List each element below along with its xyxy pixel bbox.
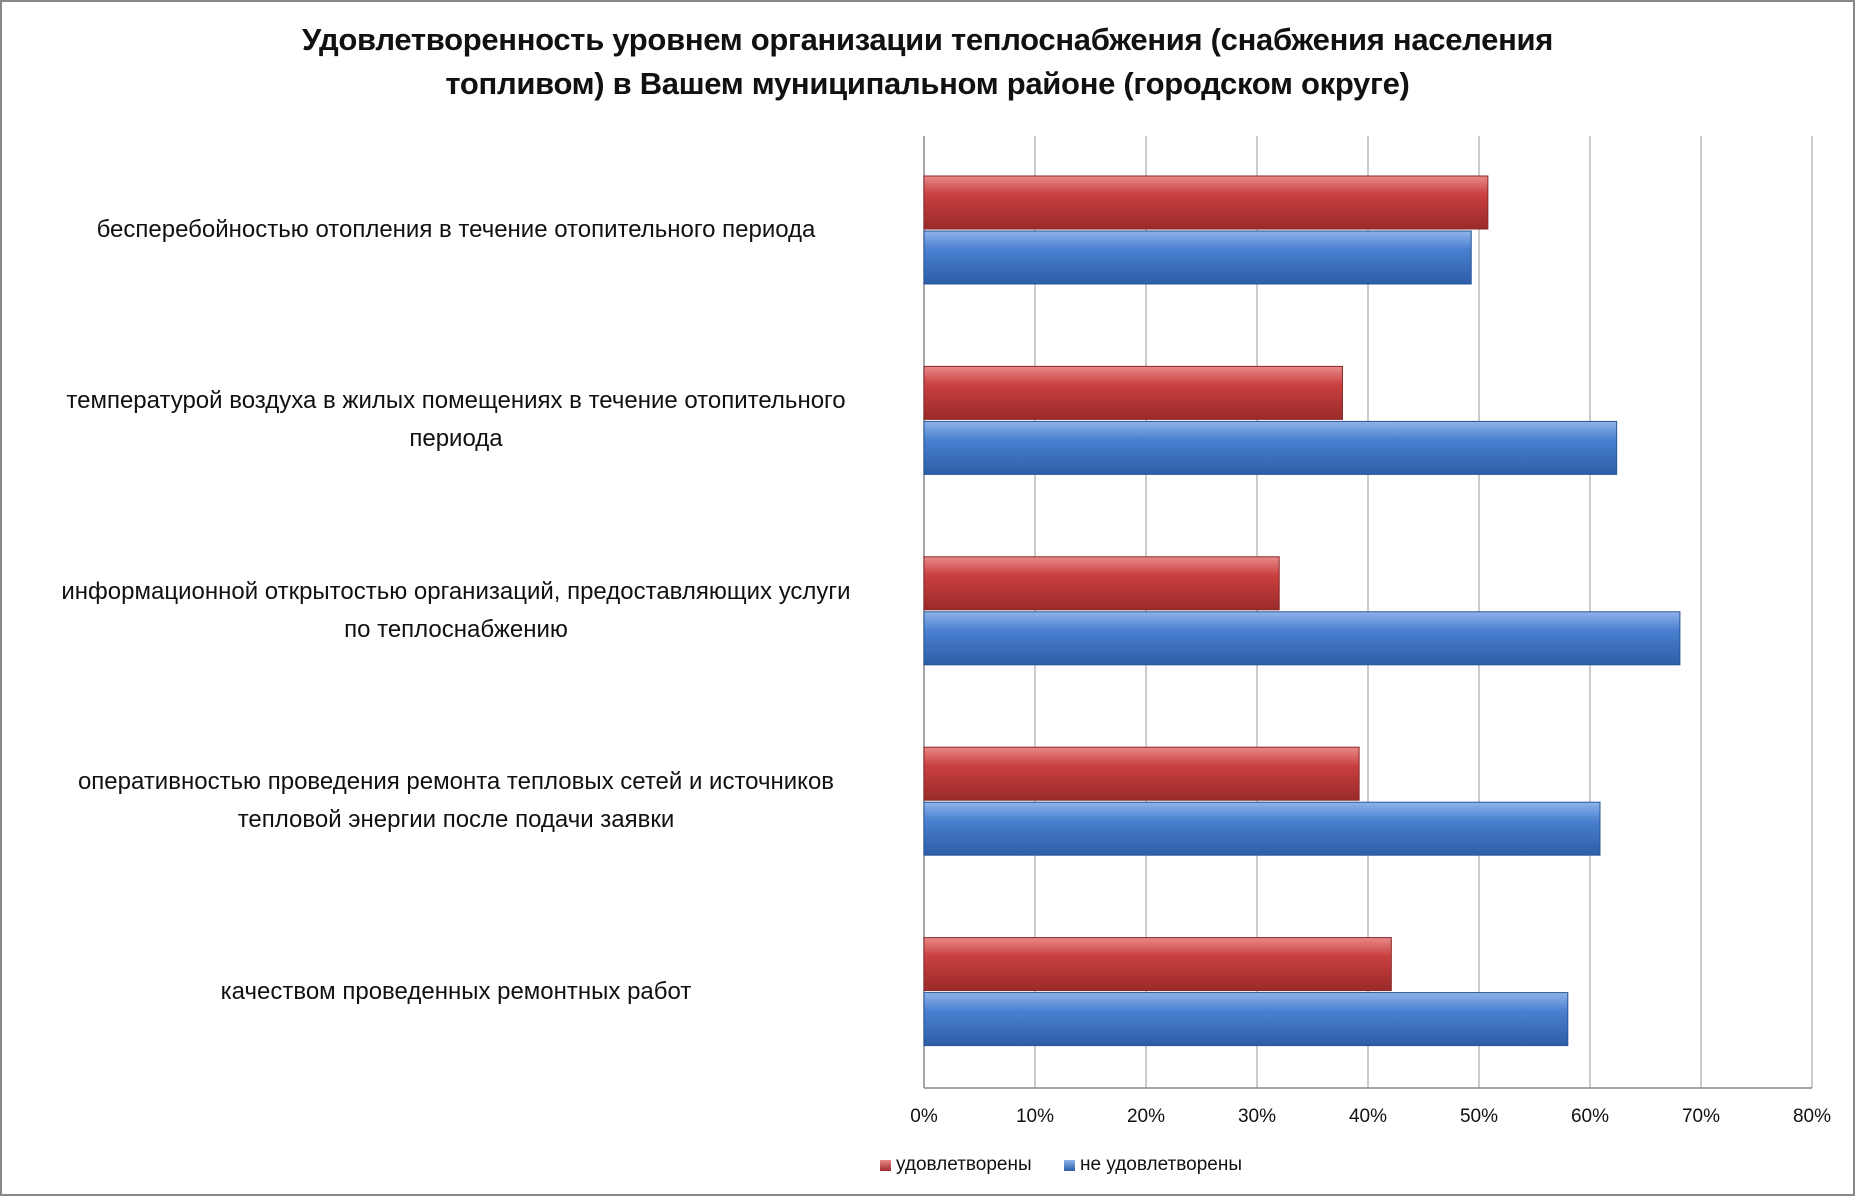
category-label-line: качеством проведенных ремонтных работ — [220, 977, 692, 1005]
category-label-line: информационной открытостью организаций, … — [61, 577, 851, 605]
category-label-line: бесперебойностью отопления в течение ото… — [96, 216, 816, 243]
category-label-line: тепловой энергии после подачи заявки — [237, 806, 675, 834]
category-label-line: оперативностью проведения ремонта теплов… — [77, 768, 835, 796]
x-tick-label: 70% — [1681, 1106, 1721, 1127]
x-tick-label: 0% — [910, 1106, 938, 1127]
x-tick-label: 30% — [1237, 1106, 1277, 1127]
x-tick-label: 10% — [1015, 1106, 1055, 1127]
category-label-line: температурой воздуха в жилых помещениях … — [66, 387, 846, 415]
category-label: оперативностью проведения ремонта теплов… — [16, 763, 896, 839]
x-tick-label: 60% — [1570, 1106, 1610, 1127]
chart-title-line-2: топливом) в Вашем муниципальном районе (… — [445, 66, 1410, 101]
x-tick-label: 40% — [1348, 1106, 1388, 1127]
bar-unsatisfied — [923, 992, 1569, 1047]
chart-title-line-1: Удовлетворенность уровнем организации те… — [301, 22, 1554, 57]
legend-item-unsatisfied: не удовлетворены — [1064, 1154, 1242, 1176]
bar-satisfied — [923, 937, 1392, 992]
legend-swatch-red — [880, 1159, 891, 1171]
bar-unsatisfied — [923, 230, 1472, 285]
category-label: температурой воздуха в жилых помещениях … — [16, 382, 896, 458]
category-label-line: по теплоснабжению — [344, 615, 568, 643]
x-tick-label: 50% — [1459, 1106, 1499, 1127]
bar-satisfied — [923, 556, 1280, 611]
category-label: качеством проведенных ремонтных работ — [16, 973, 896, 1011]
bar-unsatisfied — [923, 611, 1681, 666]
legend-item-satisfied: удовлетворены — [880, 1154, 1032, 1176]
category-label: информационной открытостью организаций, … — [16, 573, 896, 649]
x-tick-label: 80% — [1792, 1106, 1832, 1127]
legend-label: удовлетворены — [896, 1154, 1032, 1175]
category-label-line: периода — [409, 425, 503, 453]
legend-swatch-blue — [1064, 1159, 1075, 1171]
legend-label: не удовлетворены — [1080, 1154, 1242, 1175]
bar-unsatisfied — [923, 420, 1618, 475]
x-tick-label: 20% — [1126, 1106, 1166, 1127]
bar-unsatisfied — [923, 801, 1601, 856]
bar-satisfied — [923, 175, 1489, 230]
bar-satisfied — [923, 746, 1360, 801]
bar-satisfied — [923, 365, 1343, 420]
category-label: бесперебойностью отопления в течение ото… — [16, 211, 896, 249]
